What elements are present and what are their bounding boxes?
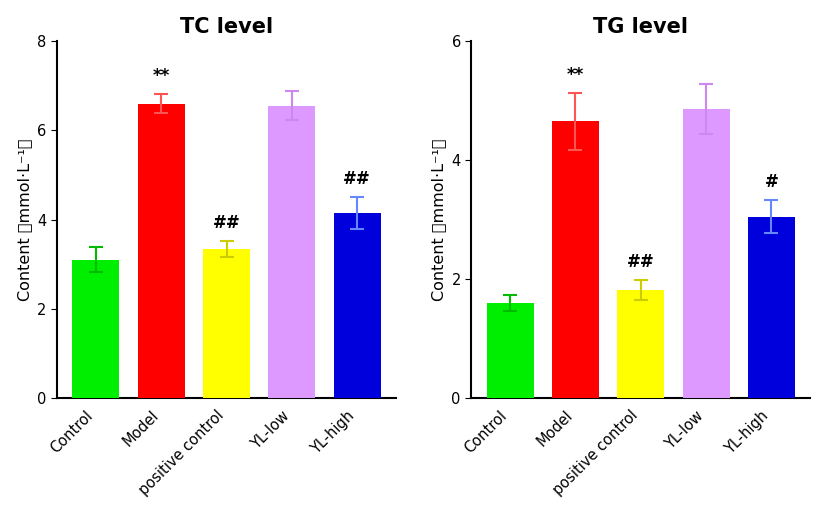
Bar — [617, 290, 664, 398]
Title: TG level: TG level — [593, 16, 688, 37]
Text: **: ** — [566, 66, 584, 84]
Text: ##: ## — [627, 253, 655, 271]
Text: ##: ## — [213, 214, 241, 232]
Bar — [203, 249, 250, 398]
Bar — [138, 104, 184, 398]
Title: TC level: TC level — [180, 16, 273, 37]
Bar — [269, 106, 315, 398]
Bar — [748, 217, 795, 398]
Y-axis label: Content （mmol·L⁻¹）: Content （mmol·L⁻¹） — [17, 139, 31, 301]
Text: ##: ## — [343, 170, 371, 188]
Bar — [682, 110, 729, 398]
Bar — [486, 303, 533, 398]
Text: **: ** — [153, 67, 170, 85]
Y-axis label: Content （mmol·L⁻¹）: Content （mmol·L⁻¹） — [431, 139, 446, 301]
Text: #: # — [764, 173, 778, 191]
Bar — [334, 213, 380, 398]
Bar — [552, 122, 599, 398]
Bar — [73, 260, 119, 398]
